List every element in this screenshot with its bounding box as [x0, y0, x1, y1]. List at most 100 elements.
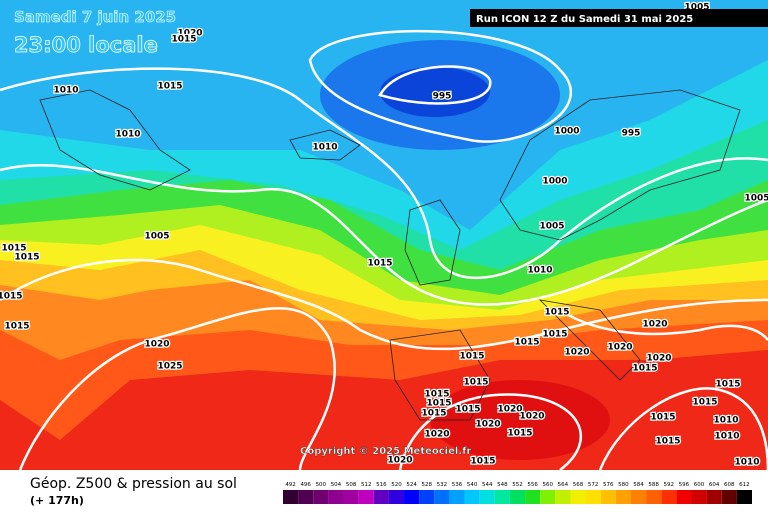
scale-swatch — [373, 490, 389, 504]
scale-swatch — [525, 490, 541, 504]
isobar-label: 1005 — [144, 232, 169, 242]
scale-swatch — [404, 490, 420, 504]
isobar-label: 1015 — [1, 244, 26, 254]
isobar-label: 1015 — [542, 330, 567, 340]
scale-label: 548 — [497, 482, 508, 488]
scale-label: 572 — [588, 482, 599, 488]
isobar-label: 1010 — [115, 130, 140, 140]
isobar-label: 1015 — [426, 399, 451, 409]
isobar-label: 1015 — [367, 259, 392, 269]
isobar-label: 1015 — [14, 253, 39, 263]
isobar-label: 1015 — [157, 82, 182, 92]
scale-label: 500 — [316, 482, 327, 488]
isobar-label: 1020 — [564, 348, 589, 358]
valid-date: Samedi 7 juin 2025 — [14, 8, 176, 26]
isobar-label: 1005 — [744, 194, 768, 204]
scale-label: 496 — [300, 482, 311, 488]
scale-swatch — [585, 490, 601, 504]
scale-label: 544 — [482, 482, 493, 488]
isobar-label: 1015 — [171, 35, 196, 45]
scale-label: 580 — [618, 482, 629, 488]
scale-swatch — [721, 490, 737, 504]
scale-label: 492 — [285, 482, 296, 488]
scale-label: 512 — [361, 482, 372, 488]
copyright: Copyright © 2025 Meteociel.fr — [300, 446, 471, 457]
isobar-label: 1010 — [713, 416, 738, 426]
scale-swatch — [540, 490, 556, 504]
isobar-label: 1015 — [0, 292, 23, 302]
isobar-label: 1015 — [650, 413, 675, 423]
isobar-label: 1000 — [542, 177, 567, 187]
scale-swatch — [691, 490, 707, 504]
scale-swatch — [434, 490, 450, 504]
forecast-lead: (+ 177h) — [30, 494, 84, 507]
isobar-label: 1015 — [421, 409, 446, 419]
scale-swatch — [570, 490, 586, 504]
scale-label: 560 — [543, 482, 554, 488]
scale-label: 588 — [648, 482, 659, 488]
scale-label: 508 — [346, 482, 357, 488]
scale-swatch — [298, 490, 314, 504]
scale-label: 528 — [421, 482, 432, 488]
isobar-label: 1010 — [53, 86, 78, 96]
isobar-label: 1010 — [312, 143, 337, 153]
isobar-label: 1015 — [514, 338, 539, 348]
isobar-label: 1015 — [459, 352, 484, 362]
isobar-label: 1025 — [157, 362, 182, 372]
isobar-label: 1020 — [607, 343, 632, 353]
isobar-label: 1020 — [424, 430, 449, 440]
isobar-label: 1015 — [544, 308, 569, 318]
isobar-label: 1020 — [475, 420, 500, 430]
isobar-label: 1020 — [177, 29, 202, 39]
scale-label: 552 — [512, 482, 523, 488]
isobar-label: 1020 — [144, 340, 169, 350]
scale-label: 504 — [331, 482, 342, 488]
valid-time: 23:00 locale — [14, 33, 158, 57]
isobar-label: 1015 — [470, 457, 495, 467]
isobar-label: 1020 — [519, 412, 544, 422]
high-area — [430, 380, 610, 460]
scale-label: 596 — [679, 482, 690, 488]
isobar-label: 1015 — [655, 437, 680, 447]
map — [0, 0, 768, 471]
isobars — [0, 29, 768, 471]
scale-label: 520 — [391, 482, 402, 488]
isobar-label: 1015 — [507, 429, 532, 439]
scale-label: 540 — [467, 482, 478, 488]
scale-swatch — [661, 490, 677, 504]
scale-label: 532 — [437, 482, 448, 488]
isobar-label: 1005 — [539, 222, 564, 232]
scale-label: 524 — [406, 482, 417, 488]
scale-label: 592 — [664, 482, 675, 488]
scale-swatch — [358, 490, 374, 504]
isobar-label: 1015 — [715, 380, 740, 390]
scale-swatch — [630, 490, 647, 504]
scale-label: 576 — [603, 482, 614, 488]
scale-swatch — [706, 490, 722, 504]
run-box — [470, 9, 768, 27]
isobar-label: 995 — [433, 92, 452, 102]
scale-swatch — [328, 490, 344, 504]
scale-label: 584 — [633, 482, 644, 488]
isobar-label: 1010 — [734, 458, 759, 468]
scale-swatch — [555, 490, 571, 504]
isobar-label: 1010 — [714, 432, 739, 442]
scale-label: 516 — [376, 482, 387, 488]
isobar-label: 1015 — [455, 405, 480, 415]
isobar-label: 1015 — [632, 364, 657, 374]
isobar-label: 1020 — [642, 320, 667, 330]
isobar-label: 995 — [622, 129, 641, 139]
scale-label: 568 — [573, 482, 584, 488]
isobar-label: 1015 — [692, 398, 717, 408]
scale-label: 556 — [527, 482, 538, 488]
scale-swatch — [449, 490, 465, 504]
scale-swatch — [509, 490, 526, 504]
scale-swatch — [646, 490, 662, 504]
scale-swatch — [464, 490, 480, 504]
isobar-label: 1010 — [527, 266, 552, 276]
scale-swatch — [736, 490, 752, 504]
scale-swatch — [615, 490, 631, 504]
scale-swatch — [479, 490, 495, 504]
isobar-label: 1015 — [4, 322, 29, 332]
